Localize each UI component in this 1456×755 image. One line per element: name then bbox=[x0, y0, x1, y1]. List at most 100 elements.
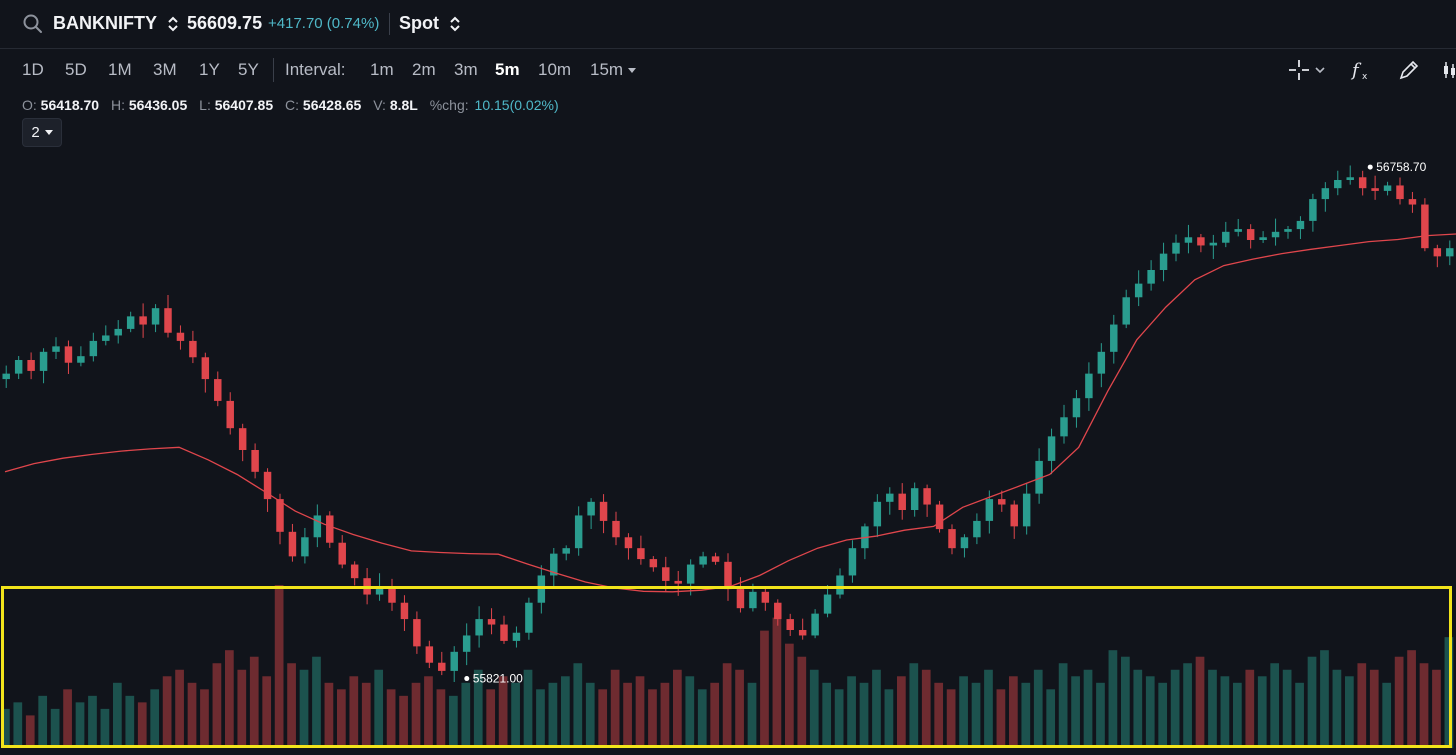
candle-body[interactable] bbox=[226, 400, 234, 429]
candle-body[interactable] bbox=[960, 537, 969, 549]
candle-body[interactable] bbox=[624, 537, 633, 549]
candle-body[interactable] bbox=[1072, 398, 1081, 418]
candle-body[interactable] bbox=[886, 493, 894, 502]
candle-body[interactable] bbox=[612, 520, 620, 538]
interval-10m[interactable]: 10m bbox=[538, 60, 572, 79]
candle-body[interactable] bbox=[699, 556, 707, 565]
search-icon[interactable] bbox=[22, 13, 44, 35]
count-dropdown[interactable]: 2 bbox=[22, 118, 62, 147]
draw-pen-icon[interactable] bbox=[1397, 58, 1421, 82]
candle-body[interactable] bbox=[350, 564, 359, 579]
candle-body[interactable] bbox=[1085, 373, 1093, 399]
candle-body[interactable] bbox=[363, 578, 371, 595]
candle-body[interactable] bbox=[214, 379, 222, 401]
candle-body[interactable] bbox=[263, 471, 272, 500]
candle-body[interactable] bbox=[674, 580, 682, 584]
candle-body[interactable] bbox=[176, 332, 185, 341]
candle-body[interactable] bbox=[873, 501, 882, 527]
candle-body[interactable] bbox=[151, 308, 160, 325]
candle-body[interactable] bbox=[1446, 248, 1454, 257]
candle-body[interactable] bbox=[201, 357, 210, 380]
candle-body[interactable] bbox=[89, 340, 98, 357]
candle-body[interactable] bbox=[649, 559, 658, 568]
candle-body[interactable] bbox=[1147, 270, 1155, 284]
candle-body[interactable] bbox=[1358, 177, 1367, 189]
candle-body[interactable] bbox=[637, 548, 645, 560]
candle-body[interactable] bbox=[587, 501, 595, 516]
candle-body[interactable] bbox=[848, 548, 857, 576]
candle-body[interactable] bbox=[1110, 324, 1118, 352]
candle-body[interactable] bbox=[1321, 188, 1330, 200]
range-5y[interactable]: 5Y bbox=[238, 60, 259, 79]
range-3m[interactable]: 3M bbox=[153, 60, 177, 79]
candle-body[interactable] bbox=[724, 561, 732, 590]
candle-body[interactable] bbox=[1421, 204, 1429, 249]
candle-body[interactable] bbox=[749, 591, 757, 609]
candle-body[interactable] bbox=[1284, 229, 1292, 232]
candle-body[interactable] bbox=[736, 589, 745, 609]
price-chart[interactable]: 56758.70 55821.00 bbox=[0, 145, 1456, 755]
candle-body[interactable] bbox=[1433, 248, 1442, 257]
symbol-selector[interactable]: BANKNIFTY bbox=[53, 13, 178, 34]
candle-body[interactable] bbox=[550, 553, 558, 576]
candle-body[interactable] bbox=[1271, 231, 1280, 238]
candle-body[interactable] bbox=[462, 635, 471, 652]
candle-body[interactable] bbox=[1047, 436, 1056, 461]
candle-body[interactable] bbox=[400, 602, 409, 620]
candle-body[interactable] bbox=[985, 499, 994, 521]
candle-body[interactable] bbox=[686, 564, 695, 584]
candle-body[interactable] bbox=[1246, 229, 1255, 240]
candle-body[interactable] bbox=[27, 360, 35, 371]
candle-body[interactable] bbox=[1159, 253, 1168, 270]
candle-body[interactable] bbox=[238, 428, 247, 450]
candle-body[interactable] bbox=[326, 515, 334, 543]
range-1y[interactable]: 1Y bbox=[199, 60, 220, 79]
candle-body[interactable] bbox=[512, 632, 521, 641]
candle-body[interactable] bbox=[711, 556, 720, 562]
candle-body[interactable] bbox=[562, 548, 570, 554]
candle-body[interactable] bbox=[114, 328, 122, 336]
candle-body[interactable] bbox=[525, 602, 533, 633]
candle-body[interactable] bbox=[1396, 185, 1404, 200]
candle-body[interactable] bbox=[276, 499, 284, 532]
candle-body[interactable] bbox=[475, 619, 483, 636]
candle-body[interactable] bbox=[1234, 229, 1242, 232]
candle-body[interactable] bbox=[1371, 188, 1379, 191]
candle-body[interactable] bbox=[1383, 185, 1392, 191]
interval-15m-dropdown[interactable]: 15m bbox=[590, 60, 637, 80]
candle-body[interactable] bbox=[251, 450, 259, 472]
candle-body[interactable] bbox=[1134, 283, 1143, 298]
candle-body[interactable] bbox=[1334, 180, 1342, 189]
candle-body[interactable] bbox=[487, 619, 496, 625]
candle-body[interactable] bbox=[77, 356, 85, 363]
candle-body[interactable] bbox=[1346, 177, 1354, 180]
candlestick-icon[interactable] bbox=[1442, 58, 1456, 82]
candle-body[interactable] bbox=[973, 520, 981, 538]
segment-selector[interactable]: Spot bbox=[399, 13, 460, 34]
interval-2m[interactable]: 2m bbox=[412, 60, 436, 79]
candle-body[interactable] bbox=[425, 646, 434, 663]
candle-body[interactable] bbox=[64, 346, 73, 363]
candle-body[interactable] bbox=[126, 316, 135, 329]
candle-body[interactable] bbox=[500, 624, 508, 641]
candle-body[interactable] bbox=[1309, 199, 1317, 221]
candle-body[interactable] bbox=[998, 499, 1006, 505]
candle-body[interactable] bbox=[450, 651, 458, 671]
candle-body[interactable] bbox=[1184, 237, 1193, 243]
candle-body[interactable] bbox=[375, 586, 384, 595]
candle-body[interactable] bbox=[823, 594, 832, 614]
candle-body[interactable] bbox=[1222, 231, 1230, 243]
candle-body[interactable] bbox=[1408, 199, 1417, 205]
candle-body[interactable] bbox=[313, 515, 322, 538]
range-1m[interactable]: 1M bbox=[108, 60, 132, 79]
candle-body[interactable] bbox=[14, 360, 23, 374]
candle-body[interactable] bbox=[923, 488, 931, 505]
candle-body[interactable] bbox=[102, 335, 110, 341]
candle-body[interactable] bbox=[948, 529, 956, 549]
candle-body[interactable] bbox=[574, 515, 583, 549]
candle-body[interactable] bbox=[39, 351, 48, 371]
candle-body[interactable] bbox=[338, 542, 346, 565]
candle-body[interactable] bbox=[599, 501, 608, 521]
candle-body[interactable] bbox=[438, 662, 446, 671]
range-1d[interactable]: 1D bbox=[22, 60, 44, 79]
